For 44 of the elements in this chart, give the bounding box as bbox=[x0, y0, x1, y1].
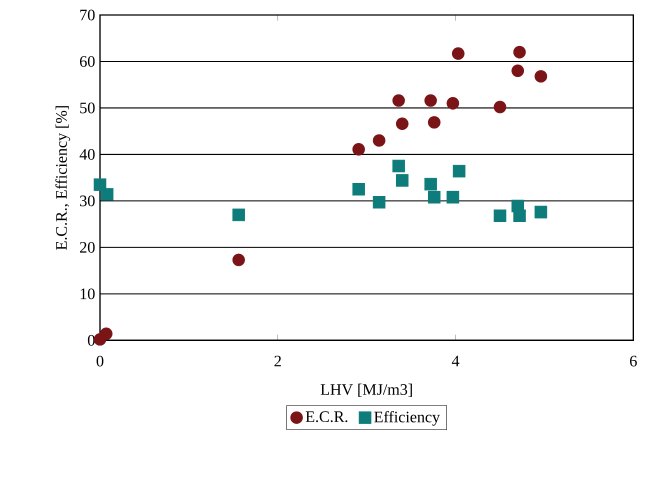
point bbox=[232, 208, 245, 222]
point bbox=[352, 143, 365, 156]
point bbox=[446, 190, 460, 204]
y-tick-label: 70 bbox=[80, 10, 95, 20]
point bbox=[424, 178, 437, 190]
point bbox=[428, 190, 440, 204]
point bbox=[100, 328, 112, 340]
point bbox=[452, 47, 464, 60]
x-tick-label: 0 bbox=[96, 356, 104, 366]
y-tick-label: 10 bbox=[80, 288, 95, 300]
y-tick-label: 30 bbox=[80, 196, 95, 206]
point bbox=[352, 183, 365, 196]
legend-label: E.C.R. bbox=[306, 411, 348, 422]
point bbox=[534, 70, 548, 83]
y-tick-label: 40 bbox=[80, 149, 95, 160]
y-axis-title: E.C.R., Efficiency [%] bbox=[55, 106, 70, 250]
point bbox=[372, 196, 386, 209]
point bbox=[428, 116, 440, 129]
x-tick-label: 4 bbox=[452, 356, 460, 366]
point bbox=[494, 100, 506, 114]
x-axis-title: LHV [MJ/m3] bbox=[320, 384, 412, 397]
legend-label: Efficiency bbox=[374, 410, 440, 426]
point bbox=[494, 210, 506, 222]
point bbox=[452, 164, 466, 178]
point bbox=[512, 64, 524, 78]
point bbox=[534, 206, 548, 218]
point bbox=[100, 188, 114, 201]
point bbox=[396, 117, 408, 130]
point bbox=[392, 94, 405, 107]
point bbox=[513, 210, 526, 222]
point bbox=[446, 97, 460, 110]
y-tick-label: 0 bbox=[88, 334, 95, 346]
point bbox=[372, 134, 386, 147]
point bbox=[232, 254, 245, 266]
point bbox=[396, 174, 408, 187]
point bbox=[94, 178, 106, 191]
point bbox=[513, 46, 526, 58]
point bbox=[392, 160, 405, 172]
y-tick-label: 50 bbox=[80, 102, 95, 114]
y-tick-label: 20 bbox=[80, 242, 95, 253]
x-tick-label: 2 bbox=[274, 356, 281, 366]
y-tick-label: 60 bbox=[80, 56, 95, 67]
point bbox=[424, 94, 437, 107]
x-tick-label: 6 bbox=[630, 356, 637, 366]
